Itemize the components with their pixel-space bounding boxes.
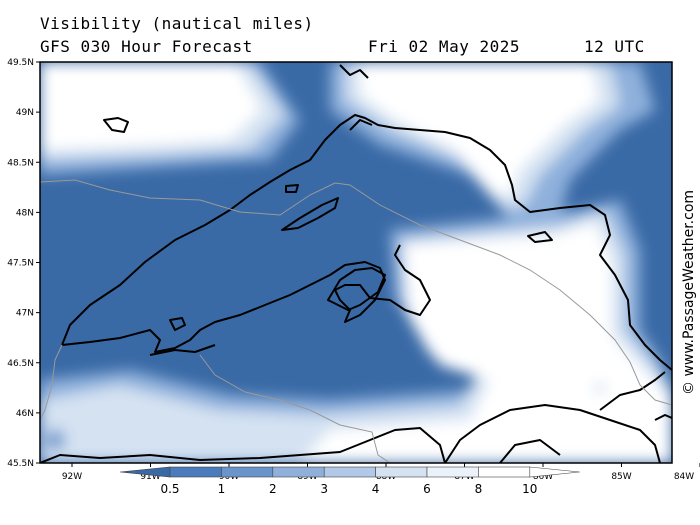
legend-swatch xyxy=(169,466,222,478)
lon-tick-label: 92W xyxy=(62,472,82,482)
map-field xyxy=(40,62,672,463)
forecast-title: GFS 030 Hour Forecast xyxy=(40,37,253,56)
lon-tick-label: 91W xyxy=(140,472,160,482)
legend-swatch xyxy=(221,466,274,478)
borders xyxy=(40,179,672,463)
legend-swatch xyxy=(272,466,325,478)
legend-high-arrow xyxy=(529,466,580,478)
lat-tick-label: 49N xyxy=(16,108,34,118)
lat-tick-label: 48N xyxy=(16,208,34,218)
legend-swatch xyxy=(323,466,376,478)
legend-label: 8 xyxy=(475,482,483,496)
latitude-ticks: 49.5N 49N 48.5N 48N 47.5N 47N 46.5N 46N 45.5N xyxy=(7,58,40,469)
visibility-shading xyxy=(40,62,672,463)
lat-tick-label: 49.5N xyxy=(7,58,34,68)
lat-tick-label: 46.5N xyxy=(7,359,34,369)
legend-label: 2 xyxy=(269,482,277,496)
legend-swatch xyxy=(375,466,428,478)
forecast-time: 12 UTC xyxy=(584,37,645,56)
legend-labels: 0.5 1 2 3 4 6 8 10 xyxy=(160,482,537,496)
legend-bar xyxy=(119,466,580,478)
legend-label: 10 xyxy=(522,482,537,496)
credit-text: © www.PassageWeather.com xyxy=(681,190,697,395)
lat-tick-label: 47N xyxy=(16,309,34,319)
lat-tick-label: 46N xyxy=(16,409,34,419)
lat-tick-label: 47.5N xyxy=(7,259,34,269)
legend-swatch xyxy=(478,466,531,478)
legend-label: 6 xyxy=(423,482,431,496)
forecast-date: Fri 02 May 2025 xyxy=(368,37,520,56)
lat-tick-label: 45.5N xyxy=(7,459,34,469)
legend-swatch xyxy=(426,466,479,478)
lat-tick-label: 48.5N xyxy=(7,158,34,168)
credit-watermark: © www.PassageWeather.com xyxy=(681,190,697,395)
legend-label: 0.5 xyxy=(160,482,179,496)
legend-low-arrow xyxy=(119,466,171,478)
legend-label: 4 xyxy=(372,482,380,496)
legend-label: 1 xyxy=(218,482,226,496)
parameter-title: Visibility (nautical miles) xyxy=(40,14,314,33)
lon-tick-label: 84W xyxy=(674,472,694,482)
legend-label: 3 xyxy=(320,482,328,496)
coastlines xyxy=(40,64,672,463)
lon-tick-label: 86W xyxy=(533,472,553,482)
lon-tick-label: 85W xyxy=(611,472,631,482)
